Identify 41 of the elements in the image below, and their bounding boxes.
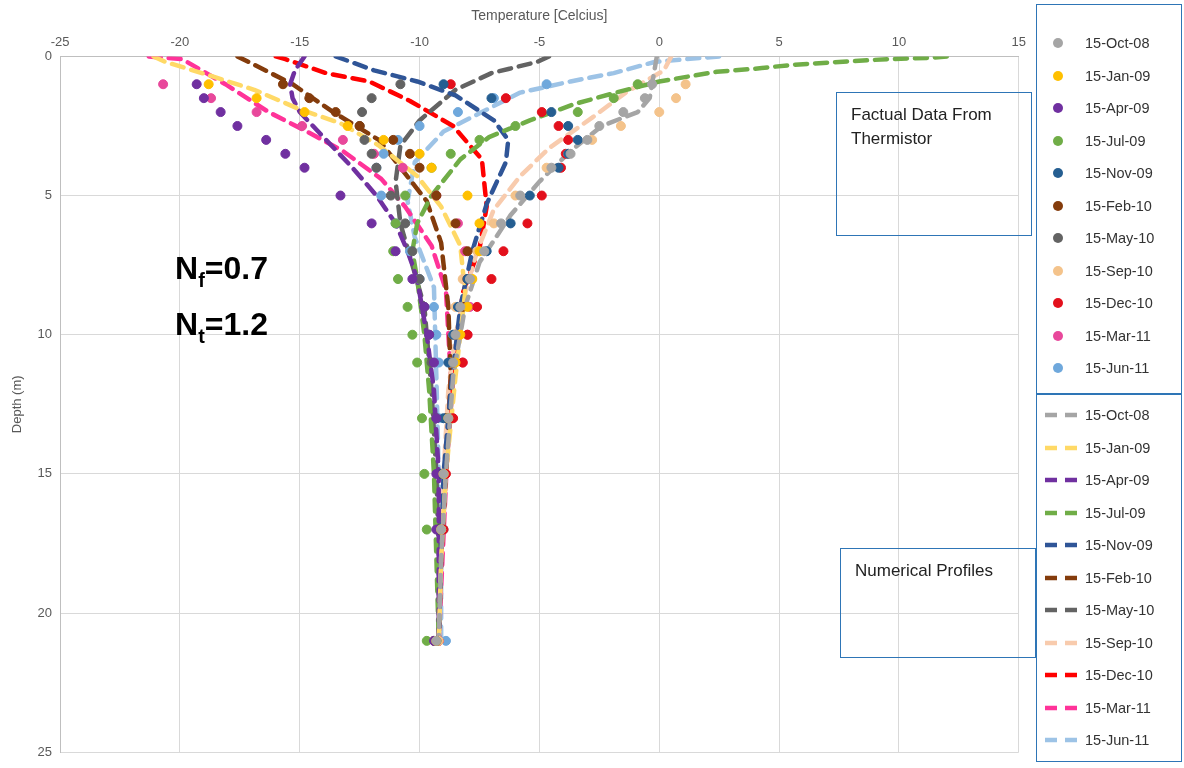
x-tick-label: -10 — [410, 34, 429, 50]
legend-label: 15-Sep-10 — [1085, 634, 1153, 651]
legend-label: 15-Dec-10 — [1085, 667, 1153, 684]
legend-label: 15-Nov-09 — [1085, 165, 1153, 182]
legend-label: 15-Jul-09 — [1085, 504, 1146, 521]
legend-label: 15-Mar-11 — [1085, 699, 1151, 716]
x-tick-label: 0 — [655, 34, 663, 50]
legend-label: 15-May-10 — [1085, 230, 1155, 247]
legend-label: 15-Apr-09 — [1085, 472, 1150, 489]
x-tick-label: 5 — [775, 34, 783, 50]
annotation: Numerical Profiles — [840, 548, 1036, 658]
legend-label: 15-Feb-10 — [1085, 197, 1152, 214]
legend-label: 15-Jun-11 — [1085, 360, 1150, 377]
y-tick-label: 0 — [44, 47, 53, 63]
legend-label: 15-Jan-09 — [1085, 67, 1151, 84]
legend-label: 15-Mar-11 — [1085, 327, 1151, 344]
y-axis-title: Depth (m) — [9, 375, 25, 434]
x-tick-label: 10 — [891, 34, 907, 50]
y-tick-label: 25 — [37, 743, 53, 759]
legend-label: 15-Feb-10 — [1085, 569, 1152, 586]
y-tick-label: 10 — [37, 326, 53, 342]
legend-label: 15-Apr-09 — [1085, 100, 1150, 117]
legend-label: 15-Oct-08 — [1085, 407, 1150, 424]
x-axis-title: Temperature [Celcius] — [471, 7, 608, 24]
legend-label: 15-Jun-11 — [1085, 732, 1150, 749]
legend-label: 15-May-10 — [1085, 602, 1155, 619]
annotation: Factual Data From Thermistor — [836, 92, 1032, 236]
y-tick-label: 5 — [44, 187, 53, 203]
x-tick-label: -25 — [50, 34, 70, 50]
y-tick-label: 20 — [37, 604, 53, 620]
legend-label: 15-Jan-09 — [1085, 439, 1151, 456]
x-tick-label: -5 — [533, 34, 546, 50]
legend-label: 15-Oct-08 — [1085, 35, 1150, 52]
x-tick-label: -20 — [170, 34, 190, 50]
legend-label: 15-Sep-10 — [1085, 262, 1153, 279]
legend-label: 15-Dec-10 — [1085, 295, 1153, 312]
legend-label: 15-Nov-09 — [1085, 537, 1153, 554]
legend-label: 15-Jul-09 — [1085, 132, 1146, 149]
x-tick-label: -15 — [290, 34, 310, 50]
x-tick-label: 15 — [1011, 34, 1026, 50]
y-tick-label: 15 — [37, 465, 53, 481]
